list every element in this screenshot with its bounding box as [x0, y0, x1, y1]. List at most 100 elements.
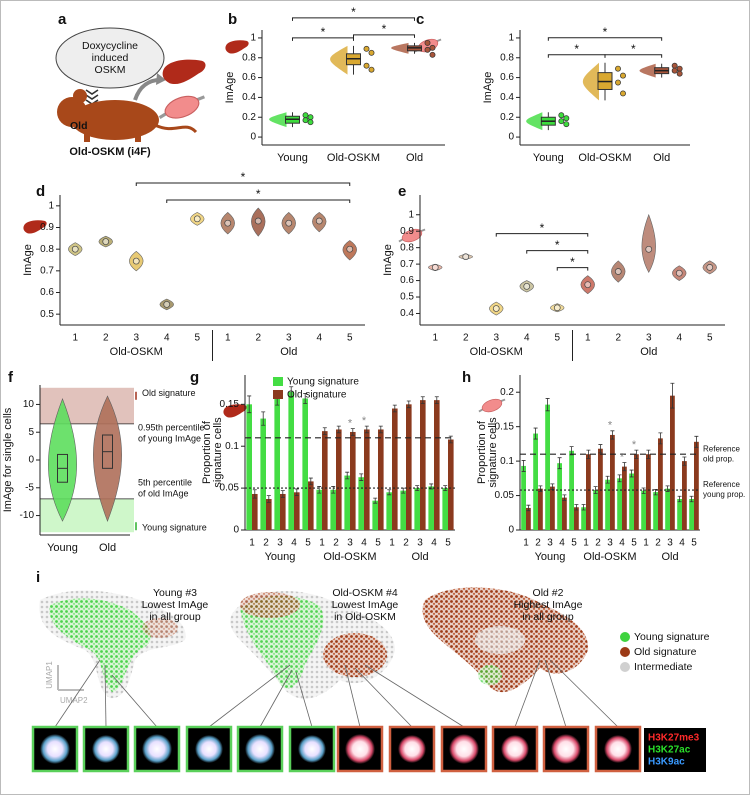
bar	[302, 398, 308, 530]
error-bar	[629, 469, 634, 478]
point	[615, 65, 621, 72]
error-bar	[574, 504, 579, 511]
umap-axis-label: UMAP1	[45, 661, 54, 689]
umap-cloud	[323, 633, 387, 677]
point	[424, 46, 431, 53]
error-bar	[247, 395, 252, 414]
bar	[605, 479, 610, 530]
x-tick-label: 4	[431, 538, 437, 549]
bar	[622, 466, 627, 530]
y-tick-label: 0.15	[495, 421, 515, 432]
group-label: Old-OSKM	[323, 551, 376, 563]
significance-star: *	[632, 439, 637, 451]
signature-band	[40, 387, 134, 424]
x-tick-label: Old	[406, 152, 423, 164]
bar	[280, 493, 286, 530]
group-label: Young	[535, 551, 566, 563]
panel-label: a	[58, 11, 67, 28]
error-bar	[646, 449, 651, 459]
error-bar	[373, 497, 378, 504]
bar	[344, 475, 350, 530]
umap-caption: Young #3	[153, 587, 197, 599]
point	[615, 79, 621, 86]
bar	[586, 454, 591, 530]
y-tick-label: 0.5	[40, 309, 54, 320]
y-axis-label: ImAge	[224, 72, 236, 104]
error-bar	[694, 435, 699, 448]
error-bar	[317, 486, 322, 494]
point	[429, 44, 436, 51]
y-tick-label: 0.2	[500, 112, 514, 123]
error-bar	[569, 446, 574, 456]
x-tick-label: 1	[225, 333, 231, 344]
error-bar	[406, 400, 411, 409]
group-label: Old-OSKM	[583, 551, 636, 563]
umap-caption: Highest ImAge	[514, 599, 583, 611]
y-tick-label: 0.1	[500, 456, 514, 467]
point	[563, 121, 570, 128]
error-bar	[289, 386, 294, 398]
legend-label: Old signature	[634, 646, 697, 658]
significance-bracket	[292, 37, 354, 41]
point	[558, 112, 565, 119]
x-tick-label: 2	[103, 333, 109, 344]
error-bar	[308, 477, 313, 486]
umap-caption: Lowest ImAge	[332, 599, 399, 611]
x-tick-label: 5	[347, 333, 353, 344]
bar	[420, 400, 426, 530]
bubble-text: OSKM	[95, 64, 126, 76]
x-tick-label: 5	[707, 333, 713, 344]
significance-star: *	[321, 25, 326, 39]
x-tick-label: 4	[524, 333, 530, 344]
y-tick-label: 10	[23, 399, 35, 410]
median	[462, 253, 470, 261]
bar	[617, 478, 622, 530]
y-tick-label: 0	[233, 525, 239, 536]
x-tick-label: 3	[646, 333, 652, 344]
median	[584, 281, 592, 289]
x-tick-label: Old	[99, 542, 116, 554]
error-bar	[345, 471, 350, 480]
bar	[665, 488, 670, 530]
threshold-note: 5th percentile	[138, 477, 192, 487]
y-tick-label: 0.6	[242, 72, 256, 83]
panel-label: e	[398, 183, 406, 200]
bar	[414, 488, 420, 530]
umap-cloud	[475, 626, 525, 654]
group-label: Old	[411, 551, 428, 563]
point	[429, 51, 436, 58]
error-bar	[322, 427, 327, 435]
x-tick-label: 5	[194, 333, 200, 344]
x-tick-label: 3	[417, 538, 423, 549]
half-violin	[639, 63, 656, 78]
bar	[308, 481, 314, 530]
legend-swatch	[620, 662, 630, 672]
error-bar	[581, 504, 586, 511]
significance-bracket	[547, 37, 663, 41]
x-tick-label: 5	[305, 538, 311, 549]
error-bar	[429, 483, 434, 490]
median	[102, 238, 110, 245]
point	[620, 72, 626, 79]
connector-lines	[54, 659, 619, 728]
significance-star: *	[362, 415, 367, 427]
point	[363, 45, 370, 52]
bar	[364, 429, 370, 530]
reference-label: old prop.	[703, 454, 734, 463]
x-tick-label: 2	[263, 538, 269, 549]
significance-star: *	[382, 22, 387, 36]
error-bar	[665, 485, 670, 492]
x-tick-label: 4	[619, 538, 625, 549]
significance-bracket	[135, 182, 351, 186]
y-tick-label: 5	[28, 427, 34, 438]
error-bar	[521, 460, 526, 472]
umap-cloud	[240, 592, 300, 618]
significance-star: *	[620, 451, 625, 463]
group-label: Old	[280, 346, 297, 358]
y-tick-label: 0.7	[40, 265, 54, 276]
median	[132, 257, 140, 265]
error-bar	[641, 487, 646, 494]
median	[492, 305, 500, 312]
point	[671, 62, 678, 69]
bar	[598, 448, 603, 530]
